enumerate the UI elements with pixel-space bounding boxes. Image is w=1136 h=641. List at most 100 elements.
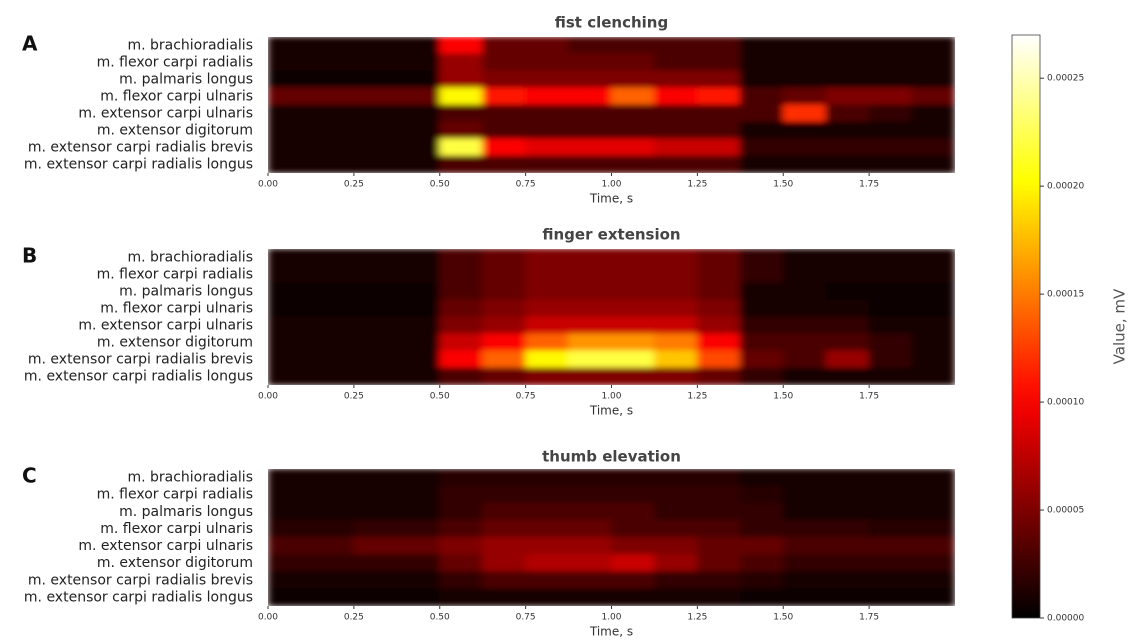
heatmap-cell bbox=[439, 554, 484, 573]
x-tick-label: 1.00 bbox=[601, 180, 621, 190]
heatmap-cell bbox=[568, 537, 612, 556]
heatmap-cell bbox=[396, 519, 441, 538]
heatmap-cell bbox=[353, 265, 398, 284]
heatmap-cell bbox=[568, 138, 612, 157]
heatmap-cell bbox=[825, 350, 870, 369]
heatmap-cell bbox=[868, 554, 913, 573]
row-label: m. extensor carpi radialis longus bbox=[24, 369, 253, 385]
heatmap-cell bbox=[825, 333, 870, 352]
heatmap-cell bbox=[568, 249, 612, 267]
heatmap-cell bbox=[825, 316, 870, 335]
heatmap-cell bbox=[782, 265, 827, 284]
heatmap-cell bbox=[353, 367, 398, 385]
heatmap-cell bbox=[439, 87, 484, 106]
heatmap-cell bbox=[739, 333, 784, 352]
heatmap-cell bbox=[653, 333, 698, 352]
heatmap-cell bbox=[611, 53, 655, 72]
heatmap-cell bbox=[268, 333, 312, 352]
heatmap-cell bbox=[396, 333, 441, 352]
colorbar-label: Value, mV bbox=[1111, 288, 1129, 364]
heatmap-cell bbox=[825, 537, 870, 556]
heatmap-cell bbox=[396, 104, 441, 123]
heatmap-cell bbox=[353, 53, 398, 72]
colorbar-tick-label: 0.00020 bbox=[1047, 182, 1084, 192]
heatmap-cell bbox=[268, 104, 312, 123]
x-axis-label: Time, s bbox=[589, 192, 633, 206]
heatmap-cell bbox=[310, 121, 355, 140]
heatmap-cell bbox=[482, 367, 527, 385]
heatmap-cell bbox=[568, 299, 612, 318]
heatmap-cell bbox=[396, 37, 441, 55]
row-label: m. flexor carpi ulnaris bbox=[100, 521, 253, 537]
heatmap-cell bbox=[782, 485, 827, 504]
heatmap-cell bbox=[568, 37, 612, 55]
heatmap-cell bbox=[568, 282, 612, 301]
row-label: m. extensor digitorum bbox=[97, 555, 253, 571]
heatmap-cell bbox=[653, 282, 698, 301]
heatmap-cell bbox=[653, 502, 698, 521]
heatmap-cell bbox=[611, 367, 655, 385]
heatmap-cell bbox=[696, 282, 741, 301]
heatmap-cell bbox=[782, 155, 827, 173]
heatmap-cell bbox=[739, 537, 784, 556]
heatmap-cell bbox=[739, 155, 784, 173]
heatmap-cell bbox=[310, 155, 355, 173]
heatmap-cell bbox=[782, 70, 827, 89]
heatmap-cell bbox=[782, 502, 827, 521]
heatmap-cell bbox=[353, 502, 398, 521]
heatmap-cell bbox=[353, 249, 398, 267]
heatmap-cell bbox=[482, 282, 527, 301]
heatmap-cell bbox=[911, 350, 955, 369]
row-label: m. extensor carpi ulnaris bbox=[78, 106, 253, 122]
heatmap-cell bbox=[739, 350, 784, 369]
row-label: m. brachioradialis bbox=[127, 38, 253, 54]
heatmap-cell bbox=[739, 571, 784, 590]
heatmap-cell bbox=[568, 121, 612, 140]
heatmap-cell bbox=[525, 350, 570, 369]
heatmap-cell bbox=[696, 469, 741, 487]
heatmap-cell bbox=[739, 138, 784, 157]
heatmap-cell bbox=[482, 333, 527, 352]
heatmap-cell bbox=[825, 519, 870, 538]
heatmap-cell bbox=[696, 519, 741, 538]
x-tick-label: 1.25 bbox=[687, 180, 707, 190]
heatmap-cell bbox=[482, 37, 527, 55]
heatmap-cell bbox=[825, 70, 870, 89]
heatmap-cell bbox=[696, 554, 741, 573]
heatmap-cell bbox=[611, 554, 655, 573]
heatmap-cell bbox=[525, 155, 570, 173]
row-label: m. flexor carpi radialis bbox=[97, 267, 253, 283]
heatmap-cell bbox=[696, 155, 741, 173]
heatmap-cell bbox=[525, 502, 570, 521]
heatmap-cell bbox=[396, 53, 441, 72]
heatmap-cell bbox=[439, 367, 484, 385]
panel-title: fist clenching bbox=[555, 14, 668, 32]
panel-label: B bbox=[22, 244, 37, 268]
heatmap-cell bbox=[482, 70, 527, 89]
heatmap-cell bbox=[525, 519, 570, 538]
heatmap-cell bbox=[439, 316, 484, 335]
heatmap-cell bbox=[868, 138, 913, 157]
heatmap-cell bbox=[868, 155, 913, 173]
heatmap-cell bbox=[911, 502, 955, 521]
x-tick-label: 0.50 bbox=[430, 180, 450, 190]
heatmap-cell bbox=[739, 53, 784, 72]
heatmap-cell bbox=[696, 265, 741, 284]
heatmap-cell bbox=[568, 316, 612, 335]
heatmap-cell bbox=[353, 571, 398, 590]
heatmap-cell bbox=[653, 519, 698, 538]
heatmap-cell bbox=[268, 265, 312, 284]
heatmap-cell bbox=[310, 519, 355, 538]
heatmap-cell bbox=[611, 469, 655, 487]
heatmap-cell bbox=[868, 87, 913, 106]
heatmap-cell bbox=[482, 104, 527, 123]
heatmap-cell bbox=[611, 87, 655, 106]
heatmap-cell bbox=[310, 299, 355, 318]
heatmap-cell bbox=[525, 469, 570, 487]
heatmap-cell bbox=[868, 299, 913, 318]
x-tick-label: 0.25 bbox=[344, 180, 364, 190]
heatmap-cell bbox=[353, 138, 398, 157]
heatmap-cell bbox=[525, 485, 570, 504]
heatmap-cell bbox=[268, 350, 312, 369]
